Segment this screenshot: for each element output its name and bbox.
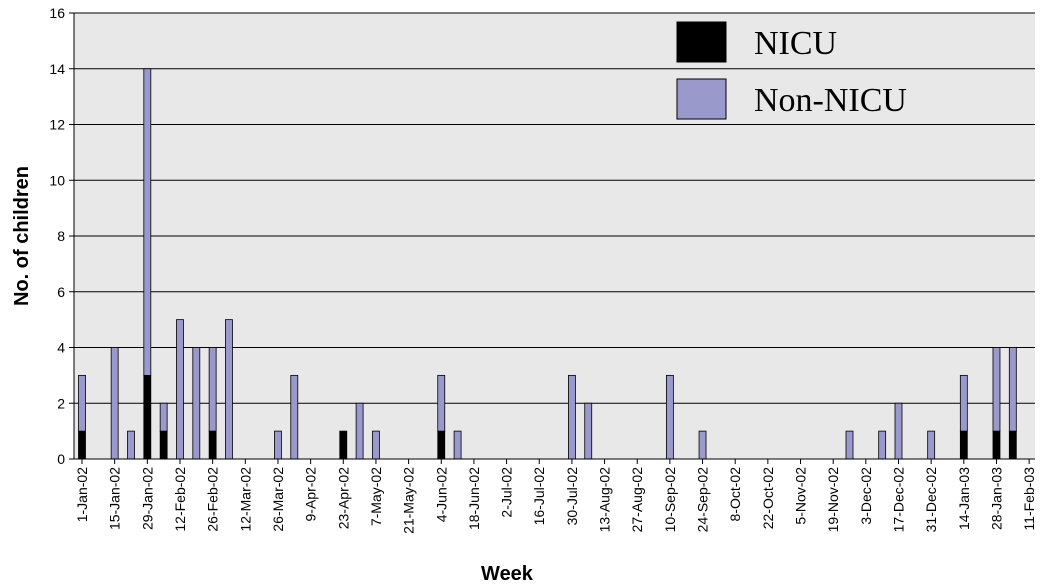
x-tick-label: 19-Nov-02 <box>825 467 841 533</box>
bar-non-nicu <box>992 347 1001 432</box>
bar-non-nicu <box>225 319 233 460</box>
x-tick-label: 16-Jul-02 <box>531 467 547 526</box>
y-tick-labels: 0 2 4 6 8 10 12 14 16 <box>49 5 65 467</box>
x-tick-label: 15-Jan-02 <box>107 467 123 530</box>
x-tick-label: 4-Jun-02 <box>433 467 449 522</box>
bar-non-nicu <box>894 402 903 460</box>
bar-nicu <box>1008 430 1017 460</box>
gridlines <box>69 12 1035 460</box>
bar-non-nicu <box>927 430 936 460</box>
x-tick-label: 26-Feb-02 <box>205 467 221 532</box>
y-tick-label: 12 <box>49 117 65 133</box>
bar-nicu <box>78 430 86 460</box>
bar-non-nicu <box>453 430 462 460</box>
bar-nicu <box>159 430 168 460</box>
legend-label-nicu: NICU <box>754 25 837 62</box>
bar-non-nicu <box>878 430 887 460</box>
bar-nicu <box>208 430 217 460</box>
bar-non-nicu <box>110 347 119 460</box>
x-tick-label: 7-May-02 <box>368 467 384 526</box>
bar-non-nicu <box>192 347 201 460</box>
x-tick-label: 27-Aug-02 <box>629 467 645 533</box>
x-tick-label: 11-Feb-03 <box>1021 467 1037 531</box>
bar-nicu <box>959 430 968 460</box>
x-axis-title: Week <box>481 563 534 585</box>
x-tick-label: 8-Oct-02 <box>727 467 743 522</box>
x-tick-label: 17-Dec-02 <box>891 467 907 533</box>
bar-non-nicu <box>568 374 576 460</box>
x-tick-label: 24-Sep-02 <box>695 467 711 533</box>
x-tick-label: 28-Jan-03 <box>988 467 1004 530</box>
legend: NICU Non-NICU <box>676 21 907 120</box>
bar-non-nicu <box>274 430 282 460</box>
x-tick-labels: 1-Jan-02 15-Jan-02 29-Jan-02 12-Feb-02 26-Fe… <box>74 459 1037 534</box>
bar-non-nicu <box>176 319 184 460</box>
bar-non-nicu <box>665 374 674 460</box>
x-tick-label: 30-Jul-02 <box>564 467 580 526</box>
bar-non-nicu <box>159 402 168 432</box>
bar-nicu <box>143 374 152 460</box>
y-tick-label: 0 <box>57 451 65 467</box>
x-tick-label: 13-Aug-02 <box>597 467 613 533</box>
x-tick-label: 31-Dec-02 <box>923 467 939 533</box>
legend-swatch-non-nicu <box>676 78 727 120</box>
bar-non-nicu <box>143 68 152 376</box>
legend-label-non-nicu: Non-NICU <box>754 82 907 119</box>
bar-non-nicu <box>78 374 86 432</box>
x-tick-label: 12-Feb-02 <box>172 467 188 532</box>
x-tick-label: 23-Apr-02 <box>335 467 351 529</box>
bar-non-nicu <box>584 402 593 460</box>
bar-non-nicu <box>372 430 380 460</box>
bar-non-nicu <box>845 430 854 460</box>
bar-non-nicu <box>698 430 707 460</box>
x-tick-label: 18-Jun-02 <box>466 467 482 530</box>
bars <box>78 68 1017 460</box>
bar-non-nicu <box>959 374 968 432</box>
x-tick-label: 21-May-02 <box>401 467 417 534</box>
y-tick-label: 10 <box>49 172 65 188</box>
y-axis-title: No. of children <box>11 166 33 306</box>
bar-nicu <box>992 430 1001 460</box>
x-tick-label: 12-Mar-02 <box>237 467 253 532</box>
bar-non-nicu <box>355 402 364 460</box>
bar-non-nicu <box>290 374 299 460</box>
bar-nicu <box>339 430 348 460</box>
x-tick-label: 29-Jan-02 <box>139 467 155 530</box>
y-tick-label: 8 <box>57 228 65 244</box>
x-tick-label: 9-Apr-02 <box>303 467 319 522</box>
x-tick-label: 26-Mar-02 <box>270 467 286 532</box>
x-tick-label: 14-Jan-03 <box>956 467 972 530</box>
x-tick-label: 2-Jul-02 <box>499 467 515 518</box>
bar-non-nicu <box>127 430 135 460</box>
bar-non-nicu <box>437 374 446 432</box>
x-tick-label: 5-Nov-02 <box>793 467 809 525</box>
x-tick-label: 3-Dec-02 <box>858 467 874 525</box>
x-tick-label: 22-Oct-02 <box>760 467 776 529</box>
y-tick-label: 4 <box>57 340 65 356</box>
legend-swatch-nicu <box>676 21 727 63</box>
y-tick-label: 16 <box>49 5 65 21</box>
bar-non-nicu <box>208 347 217 432</box>
bar-non-nicu <box>1008 347 1017 432</box>
bar-nicu <box>437 430 446 460</box>
y-tick-label: 2 <box>57 395 65 411</box>
y-tick-label: 14 <box>49 61 65 77</box>
x-tick-label: 10-Sep-02 <box>662 467 678 533</box>
x-tick-label: 1-Jan-02 <box>74 467 90 522</box>
y-tick-label: 6 <box>57 284 65 300</box>
